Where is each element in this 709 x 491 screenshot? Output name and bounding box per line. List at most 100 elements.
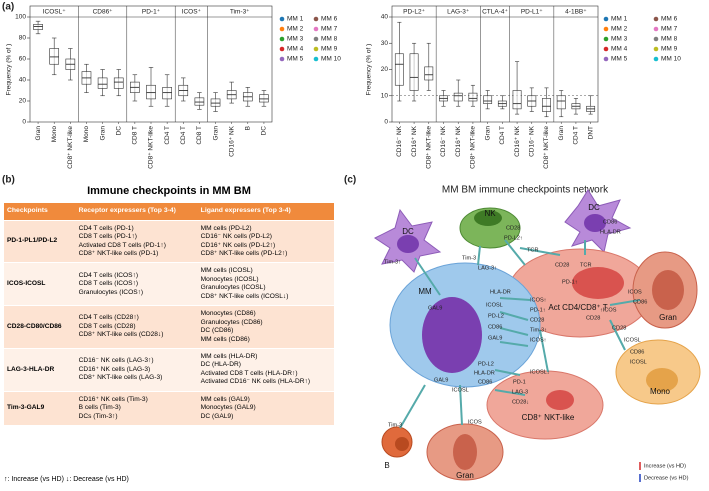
cell-line: CD16⁺ NK cells (PD-L2↑) xyxy=(200,241,276,249)
legend-label: MM 10 xyxy=(661,56,681,63)
y-tick-label: 20 xyxy=(381,66,389,73)
molecule-label: ICOS↑ xyxy=(530,337,547,343)
cell-line: MM cells (HLA-DR) xyxy=(200,352,258,360)
x-tick-label: Gran xyxy=(99,126,106,141)
legend-label: MM 6 xyxy=(321,16,338,23)
molecule-label: Tim-3 xyxy=(388,422,402,428)
molecule-label: ICOS xyxy=(628,289,642,295)
cell-label: MM xyxy=(418,287,432,296)
cell-line: B cells (Tim-3) xyxy=(78,404,121,412)
x-tick-label: CD8⁺ NKT-like xyxy=(67,126,74,169)
molecule-label: Tim-3↑ xyxy=(530,327,547,333)
cell-line: CD8 T cells (PD-1↑) xyxy=(78,233,137,241)
panel-title: PD-1⁺ xyxy=(142,9,161,16)
cell-label: Gran xyxy=(456,471,474,480)
cell-line: Granulocytes (ICOS↑) xyxy=(78,288,144,296)
molecule-label: HLA-DR xyxy=(490,289,511,295)
panel-title: Tim-3⁺ xyxy=(230,9,250,16)
x-tick-label: CD16⁻ NK xyxy=(396,125,403,157)
panel-title: CD86⁺ xyxy=(93,9,114,16)
panel-label: (a) xyxy=(2,2,14,13)
box-body xyxy=(194,97,205,106)
y-tick-label: 0 xyxy=(384,119,388,126)
table-cell: PD-1-PL1/PD-L2 xyxy=(4,219,76,263)
x-tick-label: CD8⁺ NKT-like xyxy=(470,126,477,169)
table-cell: CD28-CD80/CD86 xyxy=(4,305,76,349)
cell-line: MM cells (ICOSL) xyxy=(200,267,253,275)
cell-line: CD16⁻ NK cells (PD-L2) xyxy=(200,233,272,241)
cell-line: CD8⁺ NKT-like cells (PD-1) xyxy=(78,250,159,257)
cell-line: CD8⁺ NKT-like cells (LAG-3) xyxy=(78,374,163,382)
box-body xyxy=(146,84,156,100)
cell-line: DC (GAL9) xyxy=(200,412,234,420)
molecule-label: ICOS xyxy=(468,419,482,425)
x-tick-label: Mono xyxy=(83,126,90,143)
table-cell: CD16⁺ NK cells (Tim-3) B cells (Tim-3) DCs… xyxy=(75,390,198,425)
molecule-label: HLA-DR xyxy=(600,229,621,235)
box-body xyxy=(512,90,522,110)
table-title: Immune checkpoints in MM BM xyxy=(87,185,251,197)
box-body xyxy=(556,95,566,110)
legend-label: MM 10 xyxy=(321,56,341,63)
legend-label: MM 2 xyxy=(611,26,628,33)
molecule-label: CD28 xyxy=(530,317,544,323)
legend-label: MM 4 xyxy=(287,46,304,53)
cell-label: Gran xyxy=(659,313,677,322)
molecule-label: LAG-3↑ xyxy=(478,265,497,271)
panel-title: CTLA-4⁺ xyxy=(482,9,508,16)
box-body xyxy=(97,77,108,89)
y-tick-label: 80 xyxy=(19,35,27,42)
cell-line: CD16⁺ NK cells (LAG-3) xyxy=(78,365,151,373)
molecule-label: CD28 xyxy=(612,325,626,331)
column-header: Checkpoints xyxy=(4,203,76,221)
panel-title: LAG-3⁺ xyxy=(447,9,470,16)
x-tick-label: CD4 T xyxy=(164,126,171,145)
plot-frame xyxy=(391,5,599,123)
legend-swatch xyxy=(279,56,285,62)
legend-label: MM 4 xyxy=(611,46,628,53)
y-tick-label: 60 xyxy=(19,56,27,63)
x-tick-label: CD16⁺ NK xyxy=(228,125,235,157)
x-tick-label: CD8 T xyxy=(132,126,139,145)
molecule-label: CD86 xyxy=(603,219,617,225)
table-footnote: ↑: Increase (vs HD) ↓: Decrease (vs HD) xyxy=(4,476,129,483)
table-row: ICOS-ICOSL CD4 T cells (ICOS↑) CD8 T cells… xyxy=(4,262,334,306)
legend-swatch xyxy=(653,26,659,32)
y-tick-label: 20 xyxy=(19,98,27,105)
cell-line: Monocytes (GAL9) xyxy=(200,404,256,412)
molecule-label: ICOSL↓ xyxy=(530,369,550,375)
legend-swatch xyxy=(603,16,609,22)
cell-line: CD16⁺ NK cells (Tim-3) xyxy=(78,395,148,403)
cell-line: CD8 T cells (CD28) xyxy=(78,322,136,330)
table-cell: Monocytes (CD86) Granulocytes (CD86) DC (C… xyxy=(197,305,334,349)
x-tick-label: B xyxy=(245,126,252,130)
cell-label: DC xyxy=(402,227,414,236)
x-tick-label: Gran xyxy=(212,126,219,141)
molecule-label: CD86 xyxy=(488,324,502,330)
x-tick-label: DC xyxy=(115,126,122,136)
table-cell: CD4 T cells (CD28↑) CD8 T cells (CD28) CD8… xyxy=(75,305,198,349)
molecule-label: Tim-3↑ xyxy=(384,259,401,265)
cell-line: DCs (Tim-3↑) xyxy=(78,412,118,420)
box-body xyxy=(259,94,269,103)
x-tick-label: CD4 T xyxy=(180,126,187,145)
legend-label: MM 7 xyxy=(321,26,338,33)
legend-label: MM 1 xyxy=(287,16,304,23)
molecule-label: CD86 xyxy=(633,299,647,305)
cell-line: MM cells (PD-L2) xyxy=(200,224,252,232)
cell-label: CD8⁺ NKT-like xyxy=(522,413,575,422)
x-tick-label: CD16⁻ NK xyxy=(529,125,536,157)
legend-swatch xyxy=(603,46,609,52)
box-body xyxy=(33,24,43,30)
table-header: Checkpoints Receptor expressers (Top 3-4)… xyxy=(4,203,334,221)
legend-swatch xyxy=(279,16,285,22)
box-body xyxy=(113,77,124,89)
box-body xyxy=(49,48,60,65)
legend-label: Increase (vs HD) xyxy=(644,463,686,469)
cell-line: Activated CD8 T cells (HLA-DR↑) xyxy=(200,369,298,377)
legend-label: Decrease (vs HD) xyxy=(644,475,689,481)
legend-swatch xyxy=(603,36,609,42)
cell-line: CD8⁺ NKT-like cells (PD-L2↑) xyxy=(200,250,288,257)
table-row: PD-1-PL1/PD-L2 CD4 T cells (PD-1) CD8 T ce… xyxy=(4,219,334,263)
box-body xyxy=(424,66,434,81)
